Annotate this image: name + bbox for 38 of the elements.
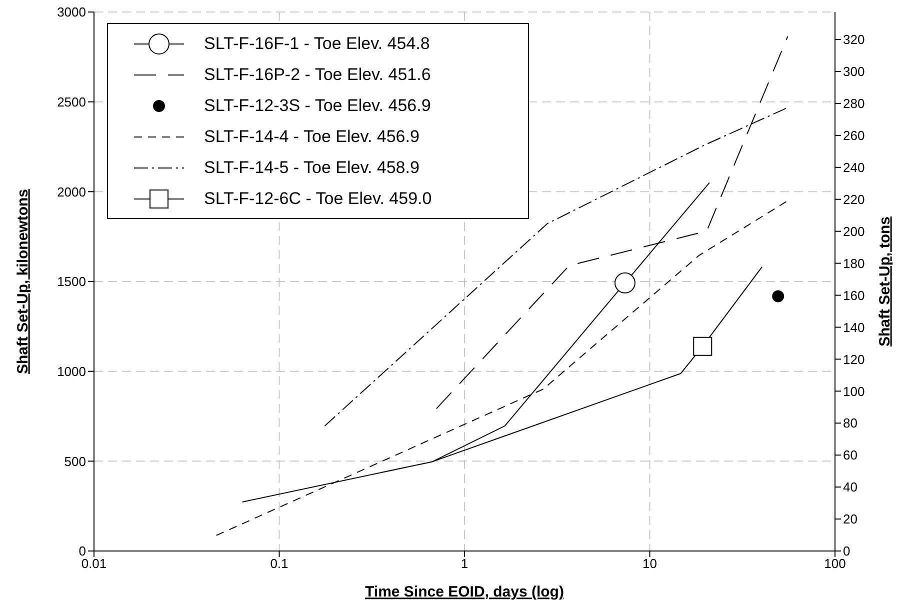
y-tick-label: 1000: [57, 364, 86, 379]
y2-tick-label: 240: [843, 160, 865, 175]
y2-tick-label: 200: [843, 224, 865, 239]
y2-axis-title: Shaft Set-Up, tons: [876, 216, 894, 346]
legend-label: SLT-F-12-6C - Toe Elev. 459.0: [204, 188, 432, 208]
y2-tick-label: 300: [843, 64, 865, 80]
y2-tick-label: 280: [843, 96, 865, 112]
y-tick-label: 2000: [57, 184, 86, 200]
y2-tick-label: 100: [843, 384, 865, 399]
y-tick-label: 0: [78, 544, 86, 559]
x-tick-label: 100: [824, 556, 846, 572]
y2-tick-label: 260: [843, 128, 865, 144]
y2-tick-label: 120: [843, 352, 865, 367]
x-axis-title: Time Since EOID, days (log): [365, 584, 564, 601]
x-tick-label: 10: [642, 556, 657, 572]
y2-tick-label: 40: [843, 480, 858, 495]
y2-tick-label: 320: [843, 32, 865, 48]
y2-tick-label: 160: [843, 288, 865, 303]
x-tick-label: 0.01: [81, 556, 107, 572]
y2-tick-label: 0: [843, 544, 850, 559]
legend-label: SLT-F-14-5 - Toe Elev. 458.9: [204, 158, 420, 178]
legend-label: SLT-F-16F-1 - Toe Elev. 454.8: [204, 34, 430, 54]
legend-label: SLT-F-16P-2 - Toe Elev. 451.6: [204, 64, 431, 84]
legend-label: SLT-F-12-3S - Toe Elev. 456.9: [204, 96, 431, 116]
y2-tick-label: 20: [843, 512, 858, 527]
y2-tick-label: 220: [843, 192, 865, 207]
y2-tick-label: 80: [843, 416, 858, 431]
x-tick-label: 0.1: [270, 556, 288, 572]
y-tick-label: 1500: [57, 274, 86, 290]
y2-tick-label: 60: [843, 448, 858, 463]
x-tick-label: 1: [460, 556, 468, 572]
y-tick-label: 3000: [57, 4, 86, 20]
y2-tick-label: 140: [843, 320, 865, 335]
y-tick-label: 2500: [57, 94, 86, 110]
y-tick-label: 500: [64, 454, 86, 469]
legend-label: SLT-F-14-4 - Toe Elev. 456.9: [204, 126, 420, 146]
y-axis-title: Shaft Set-Up, kilonewtons: [14, 188, 32, 374]
y2-tick-label: 180: [843, 256, 865, 271]
